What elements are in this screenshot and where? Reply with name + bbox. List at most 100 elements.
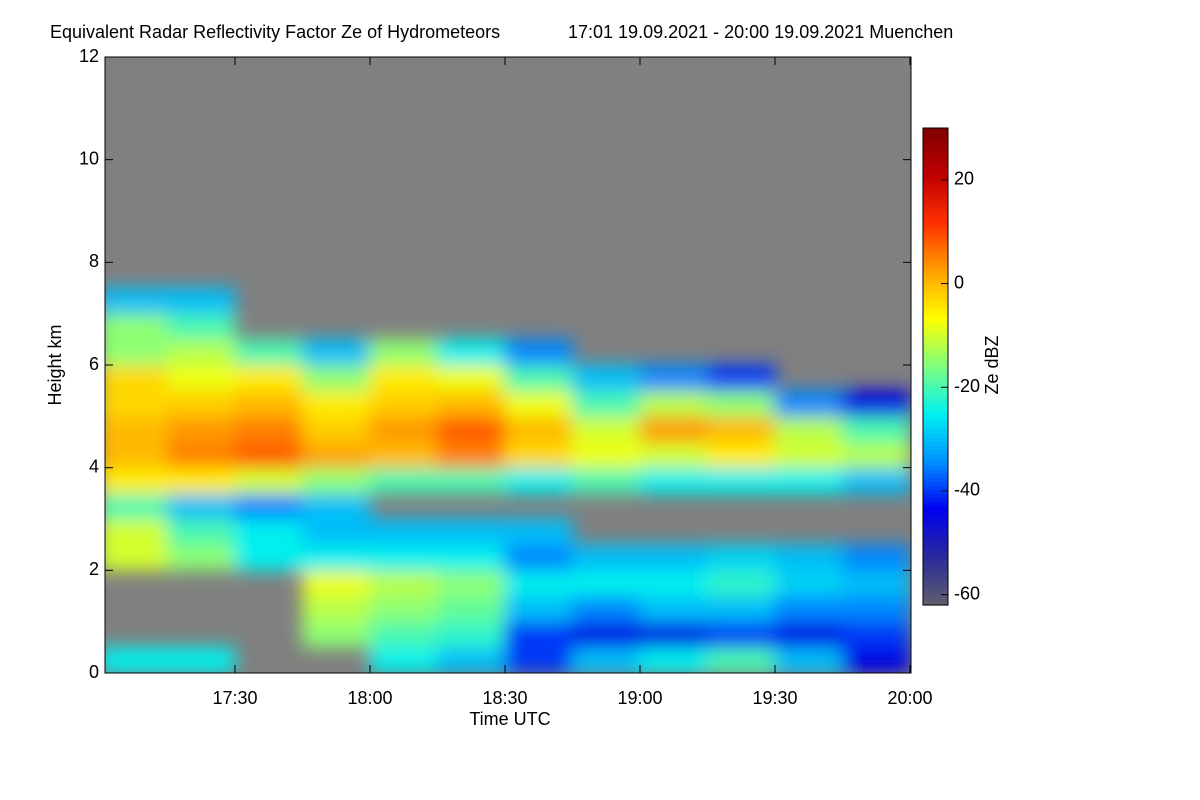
colorbar-step — [923, 358, 948, 364]
heatmap-cell — [301, 544, 371, 571]
heatmap-cell — [105, 646, 168, 673]
colorbar-step — [923, 207, 948, 213]
colorbar-step — [923, 442, 948, 447]
heatmap-cell — [166, 492, 236, 520]
heatmap-cell — [571, 569, 641, 597]
heatmap-cell — [706, 646, 776, 673]
heatmap-cell — [571, 646, 641, 673]
colorbar-step — [923, 203, 948, 209]
heatmap-cell — [639, 441, 708, 469]
heatmap-cell — [234, 518, 303, 546]
heatmap-cell — [166, 313, 236, 340]
colorbar-step — [923, 406, 948, 411]
heatmap-cell — [105, 441, 168, 469]
colorbar-step — [923, 239, 948, 244]
heatmap-cell — [105, 287, 168, 315]
x-tick-label: 18:30 — [482, 688, 527, 708]
heatmap-cell — [105, 544, 168, 571]
colorbar-step — [923, 541, 948, 546]
colorbar-step — [923, 601, 948, 606]
colorbar-step — [923, 593, 948, 598]
colorbar-step — [923, 497, 948, 503]
heatmap-cell — [234, 338, 303, 366]
colorbar-step — [923, 426, 948, 431]
heatmap-cell — [301, 621, 371, 648]
chart-title: Equivalent Radar Reflectivity Factor Ze … — [50, 22, 500, 42]
heatmap-cell — [234, 467, 303, 494]
colorbar — [923, 128, 948, 606]
heatmap-cell — [436, 595, 506, 623]
colorbar-label: Ze dBZ — [982, 335, 1002, 394]
heatmap-cell — [166, 544, 236, 571]
heatmap-cell — [504, 467, 573, 494]
colorbar-step — [923, 589, 948, 594]
heatmap-cell — [301, 467, 371, 494]
heatmap-cell — [436, 518, 506, 546]
colorbar-step — [923, 294, 948, 300]
colorbar-step — [923, 275, 948, 280]
colorbar-step — [923, 195, 948, 201]
heatmap-cell — [571, 415, 641, 443]
colorbar-step — [923, 259, 948, 264]
heatmap-cell — [774, 595, 843, 623]
colorbar-step — [923, 394, 948, 399]
heatmap-cell — [105, 364, 168, 392]
colorbar-step — [923, 537, 948, 542]
colorbar-step — [923, 473, 948, 479]
colorbar-step — [923, 370, 948, 376]
x-tick-label: 20:00 — [887, 688, 932, 708]
colorbar-step — [923, 390, 948, 395]
heatmap-cell — [301, 569, 371, 597]
colorbar-tick-label: -40 — [954, 480, 980, 500]
y-tick-label: 10 — [79, 148, 99, 168]
colorbar-step — [923, 382, 948, 387]
colorbar-step — [923, 159, 948, 165]
colorbar-step — [923, 481, 948, 487]
heatmap-cell — [841, 569, 911, 597]
colorbar-step — [923, 457, 948, 463]
colorbar-step — [923, 187, 948, 193]
colorbar-step — [923, 553, 948, 558]
colorbar-step — [923, 306, 948, 312]
colorbar-step — [923, 128, 948, 133]
colorbar-step — [923, 489, 948, 495]
colorbar-step — [923, 438, 948, 443]
heatmap-cell — [436, 415, 506, 443]
heatmap-cell — [436, 390, 506, 417]
heatmap-cell — [504, 595, 573, 623]
heatmap-cell — [571, 544, 641, 571]
colorbar-step — [923, 398, 948, 403]
colorbar-step — [923, 322, 948, 328]
colorbar-step — [923, 418, 948, 423]
heatmap-cell — [369, 518, 438, 546]
heatmap-cell — [639, 415, 708, 443]
colorbar-step — [923, 255, 948, 260]
heatmap-cell — [706, 467, 776, 494]
colorbar-step — [923, 422, 948, 427]
colorbar-step — [923, 446, 948, 451]
y-tick-label: 0 — [89, 662, 99, 682]
heatmap-cell — [234, 492, 303, 520]
heatmap-cell — [436, 621, 506, 648]
heatmap-cell — [774, 621, 843, 648]
heatmap-cell — [301, 338, 371, 366]
colorbar-step — [923, 247, 948, 252]
heatmap-cell — [369, 621, 438, 648]
heatmap-cell — [234, 390, 303, 417]
heatmap-cell — [234, 441, 303, 469]
heatmap-cell — [301, 595, 371, 623]
colorbar-step — [923, 342, 948, 348]
heatmap-cell — [436, 441, 506, 469]
colorbar-step — [923, 350, 948, 356]
heatmap-cell — [841, 390, 911, 417]
y-tick-label: 8 — [89, 251, 99, 271]
heatmap-cell — [436, 544, 506, 571]
heatmap-cell — [639, 544, 708, 571]
heatmap-cell — [166, 467, 236, 494]
colorbar-tick-label: 20 — [954, 169, 974, 189]
colorbar-step — [923, 597, 948, 602]
heatmap-cell — [234, 415, 303, 443]
heatmap-cell — [639, 569, 708, 597]
heatmap-cell — [105, 313, 168, 340]
colorbar-step — [923, 131, 948, 137]
